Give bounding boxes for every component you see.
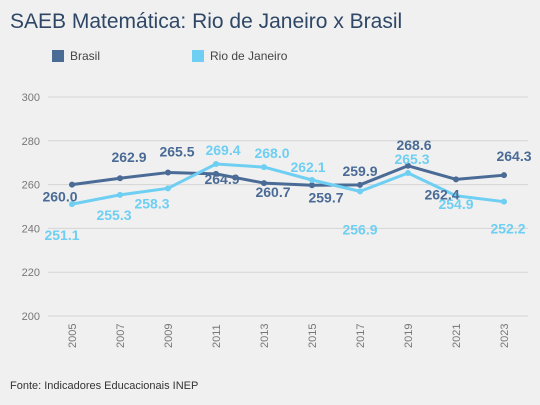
data-point-s1-2013 [261, 164, 267, 171]
data-point-s0-2011 [213, 170, 219, 177]
data-label-s1-2009: 258.3 [134, 195, 169, 211]
x-tick-label-2023: 2023 [499, 324, 511, 348]
data-point-s0-2009 [165, 169, 171, 176]
y-tick-label-240: 240 [22, 223, 40, 235]
data-label-s1-2007: 255.3 [96, 207, 131, 223]
source-note: Fonte: Indicadores Educacionais INEP [10, 380, 199, 392]
data-label-s0-2005: 260.0 [42, 189, 77, 205]
data-label-s0-2021: 262.4 [424, 186, 459, 202]
data-label-s0-2017: 259.9 [342, 163, 377, 179]
legend-swatch-brasil [52, 50, 64, 62]
data-label-s1-2017: 256.9 [342, 221, 377, 237]
x-tick-label-2009: 2009 [163, 324, 175, 348]
data-point-s1-2019 [405, 169, 411, 176]
x-tick-label-2015: 2015 [307, 324, 319, 348]
data-point-s0-2023 [501, 172, 507, 179]
x-tick-label-2017: 2017 [355, 324, 367, 348]
data-label-s0-2013: 260.7 [255, 184, 290, 200]
series-line-1 [70, 162, 506, 206]
y-tick-label-300: 300 [22, 92, 40, 104]
chart-title: SAEB Matemática: Rio de Janeiro x Brasil [10, 10, 403, 33]
data-point-s0-2015 [309, 182, 315, 189]
data-point-s1-2009 [165, 185, 171, 192]
data-point-s1-2007 [117, 191, 123, 198]
legend-item-rio-de-janeiro[interactable]: Rio de Janeiro [192, 49, 287, 63]
legend-label-brasil: Brasil [70, 49, 101, 63]
data-point-s1-2023 [501, 198, 507, 205]
data-label-s1-2013: 268.0 [254, 145, 289, 161]
data-label-s0-2011: 264.9 [204, 171, 239, 187]
x-tick-label-2011: 2011 [211, 324, 223, 348]
data-point-s1-2015 [309, 177, 315, 184]
series-line-0 [70, 164, 506, 187]
data-label-s1-2019: 265.3 [394, 151, 429, 167]
data-label-s0-2007: 262.9 [111, 149, 146, 165]
data-point-s0-2005 [69, 181, 75, 188]
y-tick-label-280: 280 [22, 136, 40, 148]
data-point-s0-2017 [357, 181, 363, 188]
data-point-s0-2007 [117, 175, 123, 182]
x-tick-label-2007: 2007 [115, 324, 127, 348]
data-label-s1-2021: 254.9 [438, 196, 473, 212]
data-point-s0-2019 [405, 162, 411, 169]
data-point-s1-2011 [213, 161, 219, 168]
data-point-s1-2021 [453, 192, 459, 199]
data-point-s0-2013 [261, 180, 267, 187]
data-label-s0-2023: 264.3 [496, 148, 531, 164]
data-point-s0-2021 [453, 176, 459, 183]
x-tick-label-2005: 2005 [67, 324, 79, 348]
data-label-s0-2019: 268.6 [396, 137, 431, 153]
y-tick-label-200: 200 [22, 311, 40, 323]
x-tick-label-2013: 2013 [259, 324, 271, 348]
data-label-s0-2009: 265.5 [159, 144, 194, 160]
data-point-s1-2005 [69, 201, 75, 208]
data-label-s1-2005: 251.1 [44, 227, 79, 243]
data-label-s0-2015: 259.7 [308, 189, 343, 205]
legend-swatch-rio-de-janeiro [192, 50, 204, 62]
data-point-s1-2017 [357, 188, 363, 195]
y-tick-label-260: 260 [22, 180, 40, 192]
data-label-s1-2023: 252.2 [490, 221, 525, 237]
data-label-s1-2015: 262.1 [290, 159, 325, 175]
y-tick-label-220: 220 [22, 267, 40, 279]
x-tick-label-2019: 2019 [403, 324, 415, 348]
legend-label-rio-de-janeiro: Rio de Janeiro [210, 49, 288, 63]
data-label-s1-2011: 269.4 [205, 142, 240, 158]
x-tick-label-2021: 2021 [451, 324, 463, 348]
legend-item-brasil[interactable]: Brasil [52, 49, 100, 63]
